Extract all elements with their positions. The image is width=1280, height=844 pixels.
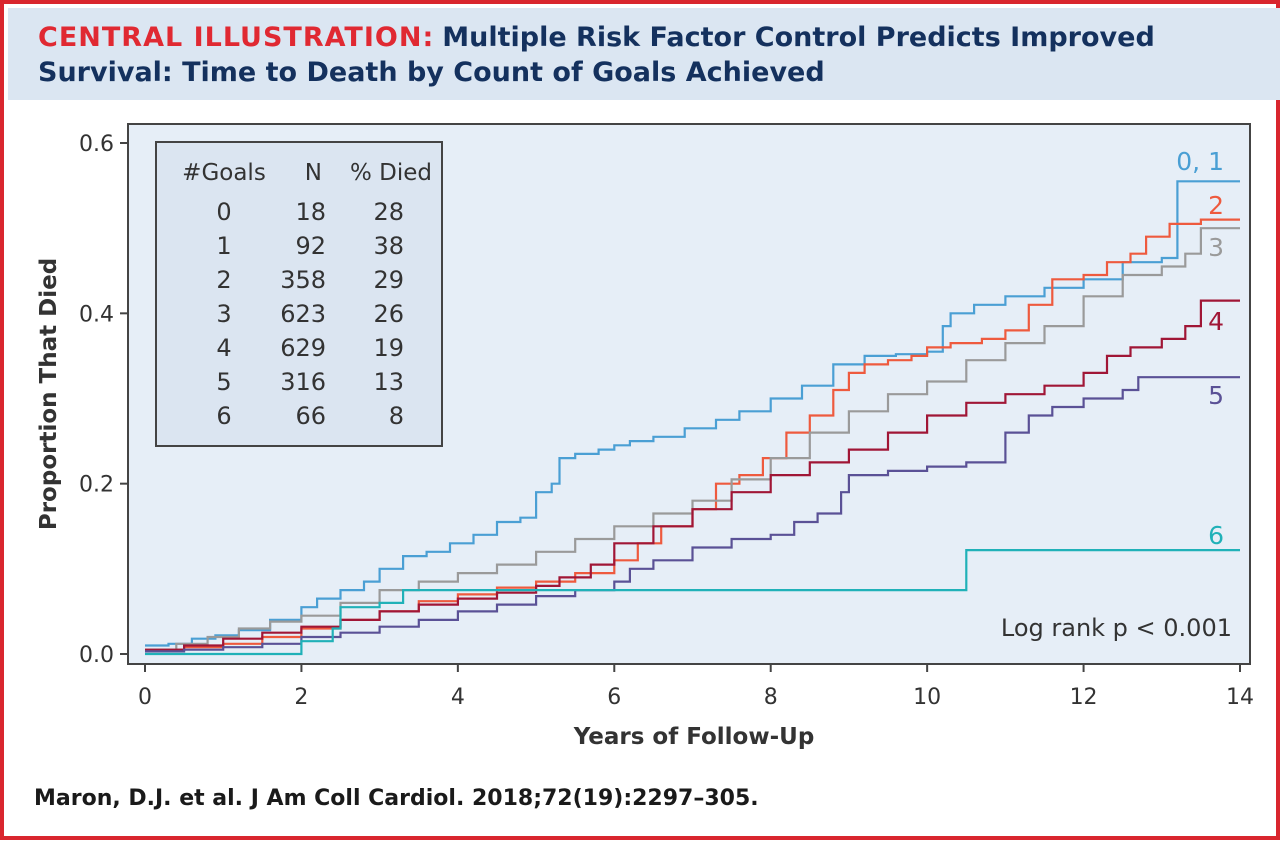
series-end-label: 4 [1208,307,1224,336]
table-cell: 13 [373,368,404,396]
table-cell: 66 [295,402,326,430]
series-line-0-1 [145,180,1240,647]
citation: Maron, D.J. et al. J Am Coll Cardiol. 20… [34,786,759,811]
table-cell: 358 [280,266,326,294]
series-end-label: 3 [1208,233,1224,262]
table-cell: 26 [373,300,404,328]
y-axis-title: Proportion That Died [36,258,62,530]
table-cell: 18 [295,198,326,226]
x-tick-label: 0 [138,685,152,710]
series-line-6 [145,549,1240,656]
x-tick-label: 6 [607,685,621,710]
y-tick-label: 0.4 [79,302,114,327]
table-cell: 316 [280,368,326,396]
table-cell: 28 [373,198,404,226]
y-tick-label: 0.6 [79,132,114,157]
series-end-label: 0, 1 [1176,147,1224,176]
table-cell: 1 [216,232,231,260]
series-line-3 [145,227,1240,651]
table-cell: 6 [216,402,231,430]
y-tick-label: 0.2 [79,473,114,498]
legend-table: #Goals N % Died 0 18 28 1 92 38 2 358 29 3 623 26 4 629 1… [155,141,443,447]
series-end-labels: 0, 1 2 3 4 5 6 [1176,147,1224,550]
table-cell: 19 [373,334,404,362]
table-cell: 0 [216,198,231,226]
legend-rows: #Goals N % Died 0 18 28 1 92 38 2 358 29 3 623 26 4 629 1… [182,160,432,430]
series-end-label: 5 [1208,381,1224,410]
table-header: % Died [350,160,432,186]
table-cell: 5 [216,368,231,396]
x-tick-label: 2 [294,685,308,710]
table-cell: 3 [216,300,231,328]
table-cell: 4 [216,334,231,362]
legend-box [155,141,443,447]
table-cell: 2 [216,266,231,294]
y-tick-label: 0.0 [79,643,114,668]
x-tick-label: 8 [764,685,778,710]
table-header: #Goals [182,160,266,186]
x-tick-label: 10 [913,685,941,710]
series-layer [145,180,1240,656]
plot-border [127,123,1251,665]
header-band: CENTRAL ILLUSTRATION: Multiple Risk Facto… [8,8,1280,100]
table-cell: 38 [373,232,404,260]
log-rank-annotation: Log rank p < 0.001 [1001,614,1232,642]
table-cell: 8 [389,402,404,430]
table-cell: 29 [373,266,404,294]
table-header: N [305,160,322,186]
series-line-5 [145,376,1240,653]
x-tick-label: 14 [1226,685,1254,710]
title-text: Multiple Risk Factor Control Predicts Im… [38,22,1155,88]
axis-layer: 0 2 4 6 8 10 12 140.00.20.40.6 [79,132,1254,710]
figure-title: CENTRAL ILLUSTRATION: Multiple Risk Facto… [38,20,1268,90]
x-tick-label: 4 [451,685,465,710]
table-cell: 623 [280,300,326,328]
table-cell: 92 [295,232,326,260]
table-cell: 629 [280,334,326,362]
x-tick-label: 12 [1070,685,1098,710]
series-end-label: 6 [1208,521,1224,550]
title-label: CENTRAL ILLUSTRATION: [38,22,435,53]
x-axis-title: Years of Follow-Up [573,724,815,750]
series-end-label: 2 [1208,191,1224,220]
series-line-4 [145,299,1240,651]
